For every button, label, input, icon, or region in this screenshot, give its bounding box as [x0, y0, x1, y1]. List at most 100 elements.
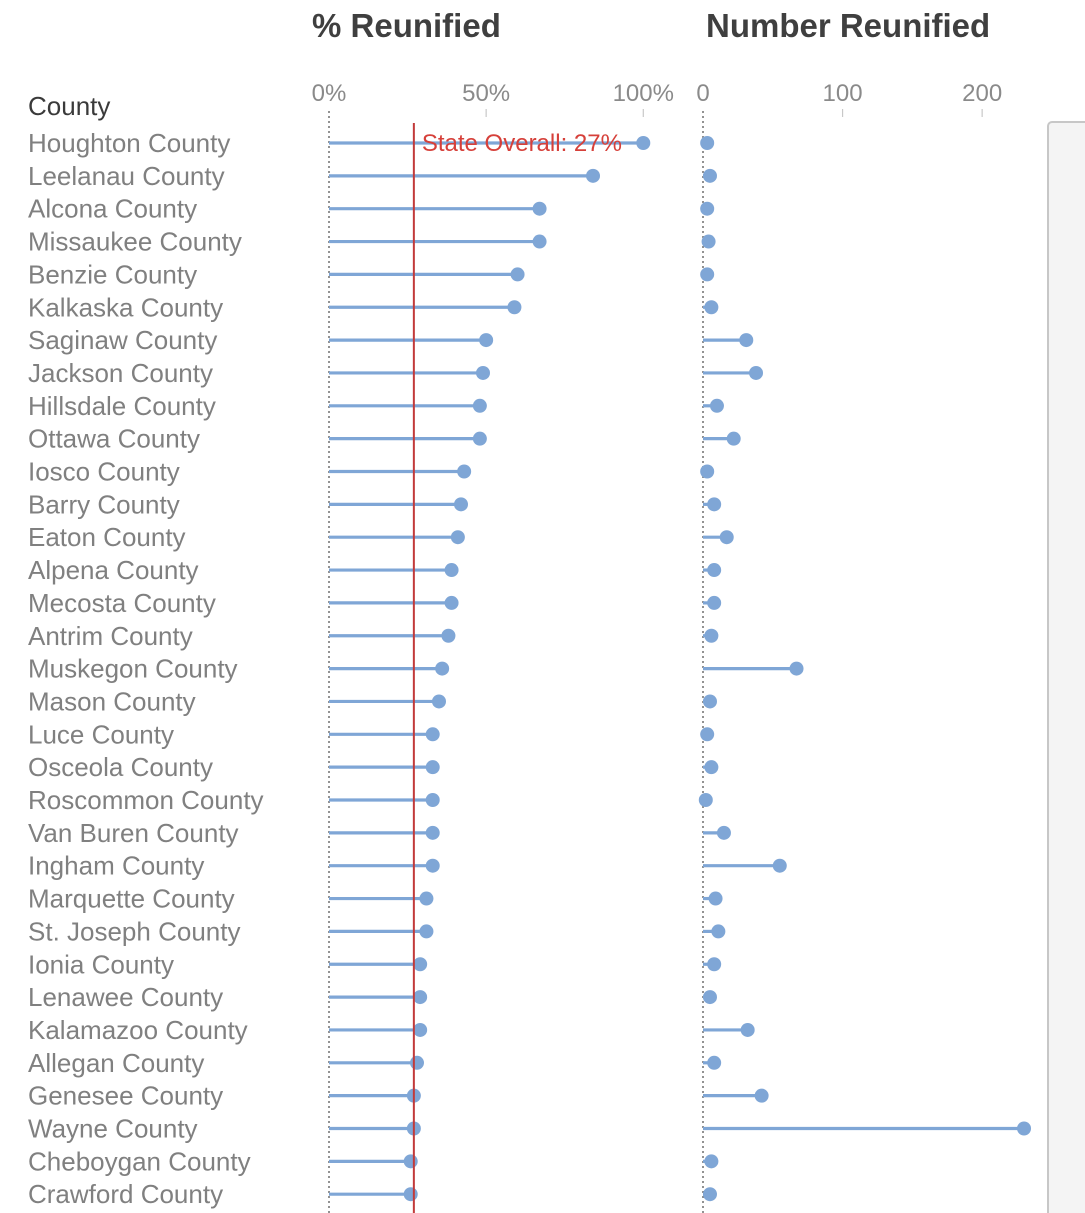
number-dot[interactable] [709, 398, 724, 413]
number-dot[interactable] [702, 168, 717, 183]
county-label: Benzie County [28, 259, 197, 289]
number-dot[interactable] [707, 957, 722, 972]
percent-dot[interactable] [457, 464, 472, 479]
percent-dot[interactable] [435, 661, 450, 676]
county-label: Kalamazoo County [28, 1015, 248, 1045]
percent-dot[interactable] [403, 1187, 418, 1202]
number-dot[interactable] [700, 136, 715, 150]
county-label: Leelanau County [28, 161, 225, 191]
number-dot[interactable] [698, 793, 713, 807]
number-dot[interactable] [704, 300, 719, 315]
number-dot[interactable] [754, 1088, 769, 1103]
percent-dot[interactable] [532, 201, 547, 216]
number-dot[interactable] [707, 563, 722, 578]
percent-dot[interactable] [425, 858, 440, 873]
number-dot[interactable] [702, 990, 717, 1005]
tick-label: 0% [312, 80, 347, 107]
percent-dot[interactable] [441, 628, 456, 643]
percent-dot[interactable] [454, 497, 468, 512]
county-row: Ionia County [28, 949, 722, 979]
percent-dot[interactable] [472, 431, 487, 446]
county-row: Kalkaska County [28, 292, 719, 322]
percent-dot[interactable] [410, 1055, 424, 1070]
county-label: Ottawa County [28, 424, 200, 454]
number-dot[interactable] [716, 825, 731, 840]
tick-label: 50% [462, 80, 510, 107]
number-dot[interactable] [719, 530, 734, 545]
number-dot[interactable] [700, 727, 715, 742]
county-row: Muskegon County [28, 654, 804, 684]
number-dot[interactable] [704, 1154, 719, 1169]
percent-dot[interactable] [403, 1154, 418, 1169]
number-dot[interactable] [739, 333, 754, 348]
county-row: Saginaw County [28, 325, 754, 355]
percent-dot[interactable] [636, 136, 651, 150]
number-dot[interactable] [711, 924, 726, 939]
percent-dot[interactable] [586, 168, 600, 183]
percent-dot[interactable] [432, 694, 446, 709]
percent-dot[interactable] [425, 727, 440, 742]
county-label: Kalkaska County [28, 292, 223, 322]
county-row: Kalamazoo County [28, 1015, 755, 1045]
percent-dot[interactable] [532, 234, 547, 249]
number-dot[interactable] [1017, 1121, 1032, 1136]
number-dot[interactable] [702, 694, 717, 709]
percent-dot[interactable] [476, 365, 490, 380]
percent-dot[interactable] [413, 990, 428, 1005]
county-label: Osceola County [28, 752, 213, 782]
percent-dot[interactable] [413, 957, 428, 972]
county-row: Eaton County [28, 522, 734, 552]
tick-label: 100% [613, 80, 674, 107]
county-label: Iosco County [28, 457, 180, 487]
number-dot[interactable] [789, 661, 804, 676]
number-dot[interactable] [700, 201, 715, 216]
percent-dot[interactable] [444, 563, 459, 578]
percent-dot[interactable] [472, 398, 487, 413]
county-label: Van Buren County [28, 818, 239, 848]
percent-dot[interactable] [413, 1022, 428, 1037]
number-dot[interactable] [700, 464, 715, 479]
number-dot[interactable] [707, 595, 722, 610]
county-row: Lenawee County [28, 982, 717, 1012]
number-dot[interactable] [772, 858, 787, 873]
tick-label: 0 [696, 80, 709, 107]
number-dot[interactable] [704, 628, 719, 643]
number-dot[interactable] [701, 234, 716, 249]
number-dot[interactable] [707, 1055, 722, 1070]
county-row: St. Joseph County [28, 916, 726, 946]
percent-dot[interactable] [419, 924, 434, 939]
county-row: Leelanau County [28, 161, 717, 191]
county-label: Luce County [28, 719, 174, 749]
county-label: Lenawee County [28, 982, 223, 1012]
county-row: Marquette County [28, 884, 723, 914]
percent-dot[interactable] [450, 530, 465, 545]
zero-axes [328, 111, 704, 1213]
number-dot[interactable] [707, 497, 722, 512]
county-row: Antrim County [28, 621, 719, 651]
percent-dot[interactable] [510, 267, 525, 282]
county-label: Wayne County [28, 1114, 198, 1144]
percent-dot[interactable] [425, 825, 440, 840]
number-dot[interactable] [726, 431, 741, 446]
county-row: Osceola County [28, 752, 719, 782]
percent-dot[interactable] [425, 793, 440, 807]
percent-dot[interactable] [444, 595, 459, 610]
number-dot[interactable] [700, 267, 715, 282]
percent-dot[interactable] [479, 333, 494, 348]
number-dot[interactable] [708, 891, 723, 906]
percent-dot[interactable] [507, 300, 522, 315]
county-label: Mason County [28, 686, 196, 716]
percent-dot[interactable] [419, 891, 434, 906]
county-row: Benzie County [28, 259, 715, 289]
number-dot[interactable] [702, 1187, 717, 1202]
number-dot[interactable] [704, 760, 719, 775]
county-row: Genesee County [28, 1081, 769, 1111]
percent-dot[interactable] [425, 760, 440, 775]
county-label: Saginaw County [28, 325, 217, 355]
county-label: Genesee County [28, 1081, 223, 1111]
number-dot[interactable] [740, 1022, 755, 1037]
county-label: Eaton County [28, 522, 186, 552]
county-label: Alcona County [28, 194, 197, 224]
number-dot[interactable] [749, 365, 764, 380]
